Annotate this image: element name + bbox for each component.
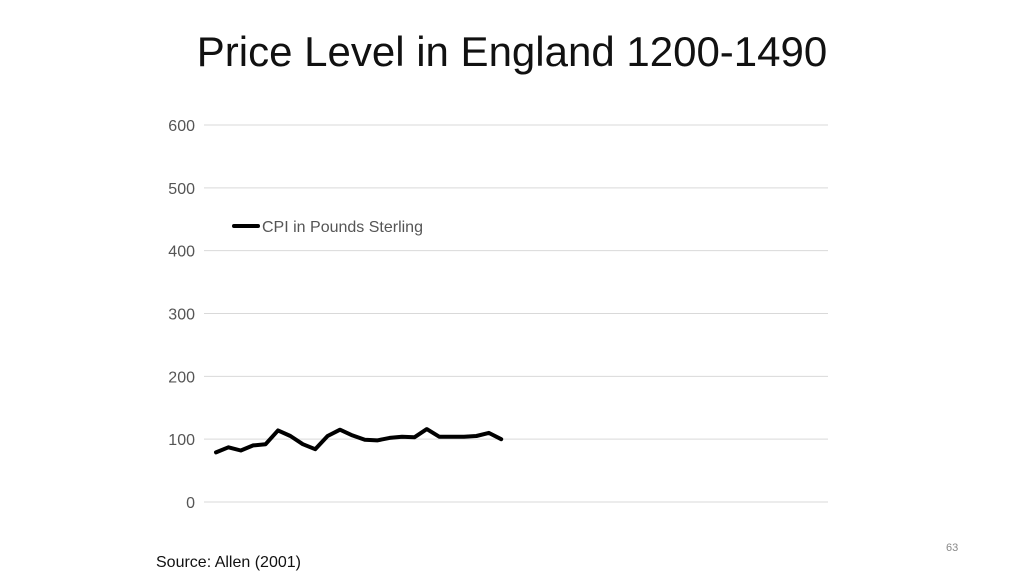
data-point — [289, 435, 291, 437]
data-point — [401, 436, 403, 438]
data-point — [227, 446, 229, 448]
y-axis-ticks: 0 100 200 300 400 500 600 — [168, 118, 195, 512]
y-tick-label-100: 100 — [168, 432, 195, 449]
data-point — [438, 436, 440, 438]
data-point — [475, 435, 477, 437]
page-number: 63 — [946, 542, 959, 554]
y-tick-label-400: 400 — [168, 244, 195, 261]
series-lines — [214, 427, 504, 455]
data-point — [451, 436, 453, 438]
legend: CPI in Pounds Sterling — [232, 219, 423, 236]
data-point — [500, 438, 502, 440]
data-point — [413, 436, 415, 438]
data-point — [488, 432, 490, 434]
data-point — [351, 434, 353, 436]
data-point — [376, 439, 378, 441]
y-tick-label-200: 200 — [168, 369, 195, 386]
data-point — [265, 443, 267, 445]
source-note: Source: Allen (2001) — [156, 554, 301, 571]
gridlines — [204, 124, 828, 503]
data-point — [389, 437, 391, 439]
data-point — [252, 444, 254, 446]
data-point — [327, 435, 329, 437]
y-tick-label-300: 300 — [168, 307, 195, 324]
data-point — [426, 428, 428, 430]
data-point — [463, 436, 465, 438]
series-line-0 — [214, 427, 504, 455]
y-tick-label-0: 0 — [186, 495, 195, 512]
slide-title: Price Level in England 1200-1490 — [196, 28, 828, 75]
y-tick-label-600: 600 — [168, 118, 195, 135]
legend-label: CPI in Pounds Sterling — [262, 219, 423, 236]
data-point — [314, 448, 316, 450]
y-tick-label-500: 500 — [168, 181, 195, 198]
data-point — [240, 449, 242, 451]
data-point — [364, 439, 366, 441]
data-point — [215, 451, 217, 453]
data-point — [302, 443, 304, 445]
data-point — [339, 429, 341, 431]
data-point — [277, 429, 279, 431]
